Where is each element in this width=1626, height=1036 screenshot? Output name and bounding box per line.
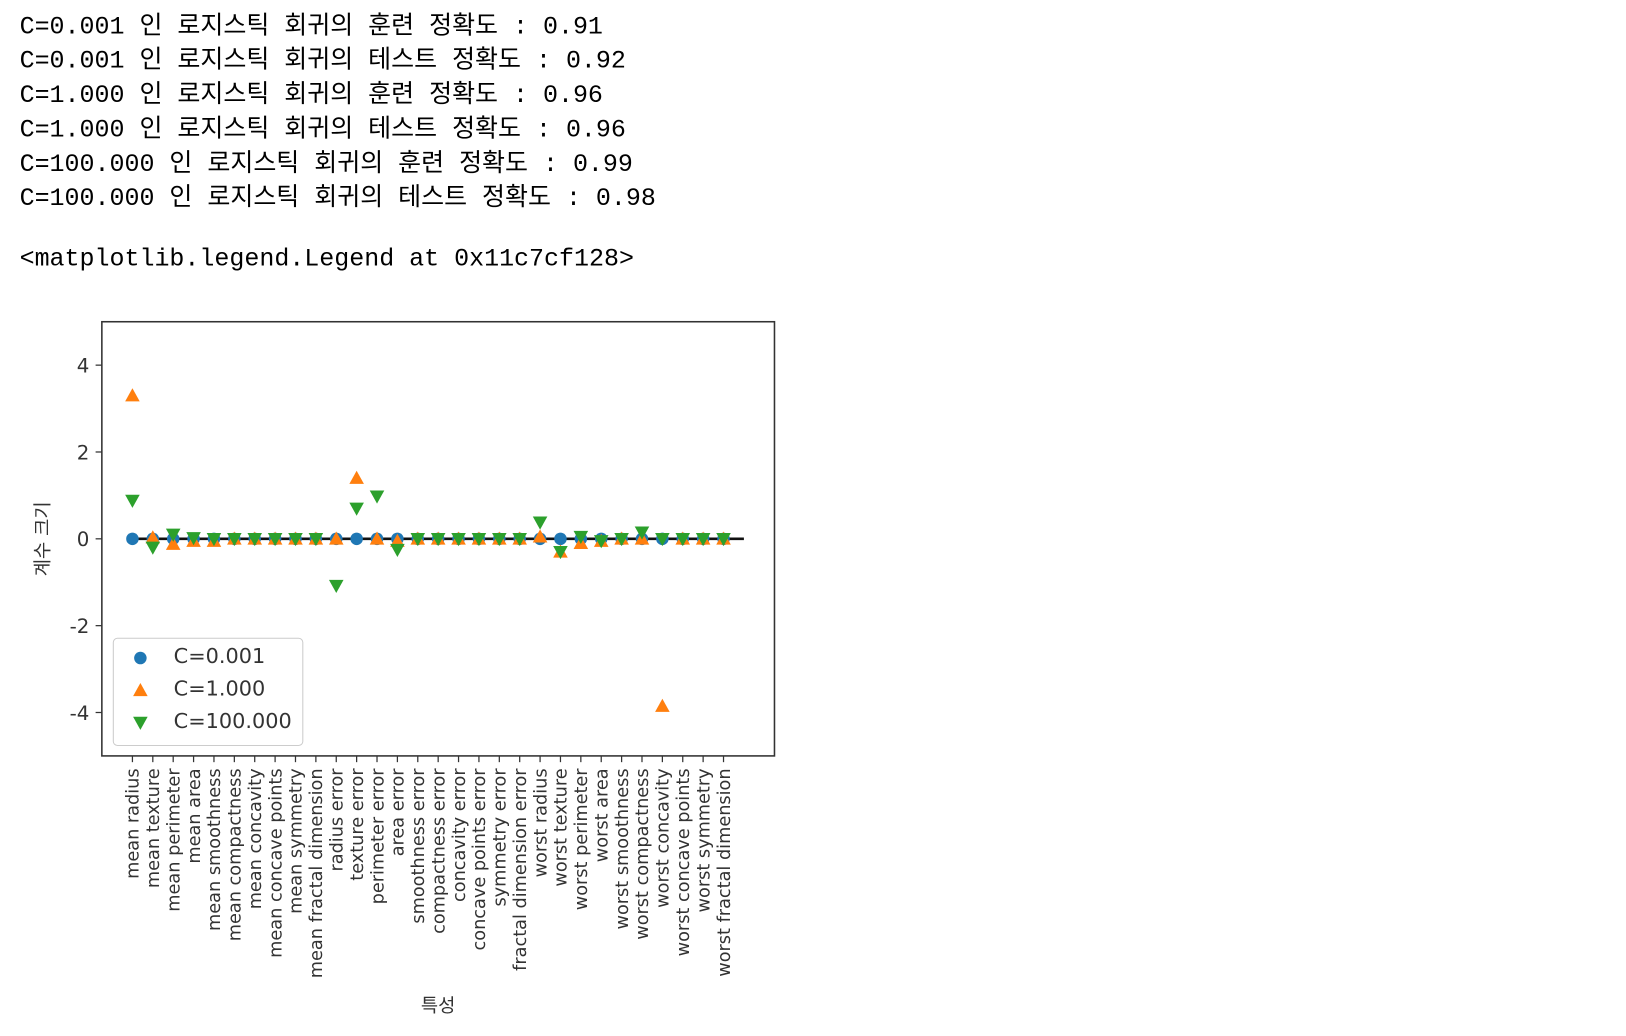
x-axis-label: 특성 xyxy=(421,996,455,1017)
point xyxy=(512,532,527,547)
x-tick-label: worst texture xyxy=(552,768,572,886)
x-tick-label: worst fractal dimension xyxy=(715,768,735,976)
x-tick-label: mean concavity xyxy=(246,768,266,909)
x-tick-label: mean perimeter xyxy=(164,768,184,912)
x-tick-label: area error xyxy=(389,768,409,857)
point xyxy=(125,494,140,508)
point xyxy=(247,532,263,547)
x-tick-label: worst perimeter xyxy=(572,768,592,911)
point xyxy=(369,531,385,545)
x-tick-label: mean texture xyxy=(144,768,164,888)
point xyxy=(553,546,568,560)
x-tick-label: worst concave points xyxy=(674,768,694,956)
x-tick-label: radius error xyxy=(328,768,348,872)
point xyxy=(471,532,487,547)
point xyxy=(288,532,303,547)
x-tick-label: concavity error xyxy=(450,768,470,902)
x-tick-label: texture error xyxy=(348,768,368,881)
legend-marker xyxy=(134,651,147,665)
point xyxy=(350,532,363,546)
point xyxy=(308,532,324,547)
point xyxy=(165,528,181,542)
output-line: C=1.000 인 로지스틱 회귀의 훈련 정확도 : 0.96 xyxy=(20,80,603,110)
point xyxy=(206,532,222,547)
x-tick-label: mean fractal dimension xyxy=(307,768,327,978)
point xyxy=(390,543,405,557)
point xyxy=(126,532,139,546)
x-tick-label: fractal dimension error xyxy=(511,768,531,971)
point xyxy=(349,502,364,516)
point xyxy=(634,526,650,540)
x-tick-label: smoothness error xyxy=(409,768,429,924)
point xyxy=(532,529,548,543)
x-tick-label: mean area xyxy=(185,768,205,863)
x-tick-label: perimeter error xyxy=(368,768,388,905)
point xyxy=(655,532,670,547)
point xyxy=(593,535,609,549)
x-tick-label: worst radius xyxy=(531,768,551,877)
point xyxy=(328,531,344,545)
legend: C=0.001 C=1.000 C=100.000 xyxy=(112,637,304,747)
x-tick-label: mean compactness xyxy=(226,768,246,941)
point xyxy=(430,532,446,547)
y-tick-label: 4 xyxy=(77,354,90,377)
x-tick-label: symmetry error xyxy=(491,768,511,907)
plot-frame xyxy=(101,320,776,757)
point xyxy=(125,388,140,402)
point xyxy=(695,532,711,547)
point xyxy=(554,532,567,546)
point xyxy=(655,698,670,712)
y-tick-label: -2 xyxy=(70,615,90,638)
output-line: C=0.001 인 로지스틱 회귀의 훈련 정확도 : 0.91 xyxy=(20,11,603,41)
output-line: C=1.000 인 로지스틱 회귀의 테스트 정확도 : 0.96 xyxy=(20,114,626,144)
legend-label: C=100.000 xyxy=(174,709,292,733)
point xyxy=(716,532,731,547)
point xyxy=(410,532,426,547)
x-tick-label: mean concave points xyxy=(266,768,286,957)
legend-label: C=1.000 xyxy=(174,677,266,701)
legend-marker xyxy=(133,683,148,697)
point xyxy=(145,530,161,544)
x-tick-label: worst smoothness xyxy=(613,768,633,929)
point xyxy=(573,530,589,544)
x-tick-label: concave points error xyxy=(470,768,490,951)
legend-box xyxy=(112,637,304,747)
output-line: C=100.000 인 로지스틱 회귀의 테스트 정확도 : 0.98 xyxy=(20,183,656,213)
point xyxy=(390,533,405,547)
y-tick-label: -4 xyxy=(70,702,90,725)
x-tick-label: worst symmetry xyxy=(694,768,714,912)
legend-marker xyxy=(133,716,148,730)
x-tick-label: mean smoothness xyxy=(205,768,225,931)
point xyxy=(145,541,161,555)
x-tick-label: worst area xyxy=(592,768,612,862)
point xyxy=(532,516,548,530)
point xyxy=(492,532,507,547)
output-line: C=100.000 인 로지스틱 회귀의 훈련 정확도 : 0.99 xyxy=(20,149,633,179)
point xyxy=(349,470,364,484)
y-axis-label: 계수 크기 xyxy=(33,501,54,576)
x-tick-label: worst concavity xyxy=(654,768,674,907)
point xyxy=(675,532,691,547)
y-tick-label: 0 xyxy=(77,528,90,551)
point xyxy=(451,532,466,547)
point xyxy=(328,579,344,594)
point xyxy=(369,490,385,504)
y-tick-label: 2 xyxy=(77,441,90,464)
point xyxy=(614,532,629,547)
x-tick-label: compactness error xyxy=(429,768,449,934)
point xyxy=(227,532,242,547)
legend-label: C=0.001 xyxy=(174,644,266,668)
point xyxy=(165,536,181,550)
repr-line: <matplotlib.legend.Legend at 0x11c7cf128… xyxy=(20,245,634,274)
point xyxy=(186,532,201,546)
x-tick-label: worst compactness xyxy=(633,768,653,939)
x-tick-label: mean radius xyxy=(124,768,144,878)
x-tick-label: mean symmetry xyxy=(287,768,307,913)
point xyxy=(267,532,283,547)
output-line: C=0.001 인 로지스틱 회귀의 테스트 정확도 : 0.92 xyxy=(20,46,626,76)
